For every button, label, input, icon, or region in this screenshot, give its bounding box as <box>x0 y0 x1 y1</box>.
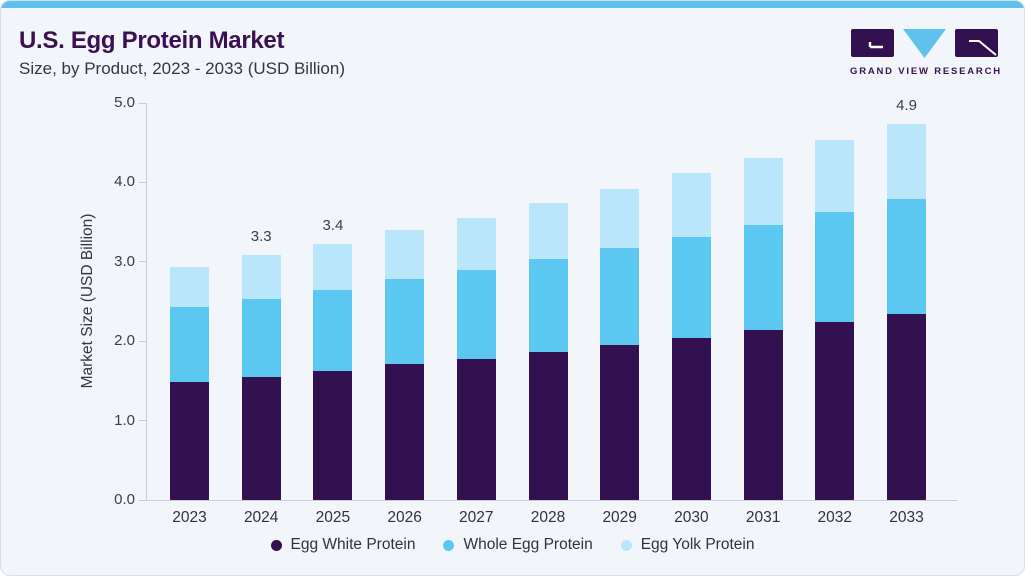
bar <box>241 255 281 500</box>
legend-item: Egg Yolk Protein <box>620 536 755 554</box>
bar <box>170 267 209 500</box>
legend-item: Egg White Protein <box>270 536 416 554</box>
page-title: U.S. Egg Protein Market <box>19 27 285 54</box>
y-tick-mark <box>139 181 147 183</box>
bar-total-label: 4.9 <box>896 97 917 114</box>
bar-segment <box>600 189 640 248</box>
bar-segment <box>241 255 281 299</box>
y-tick-label: 4.0 <box>114 173 135 191</box>
stacked-bar-chart: 0.0 1.0 2.0 3.0 4.0 5.0 2023 2024 3.3 2025 3.4 2026… <box>114 94 957 526</box>
bar-segment <box>671 338 711 500</box>
brand-name: GRAND VIEW RESEARCH <box>850 66 1002 77</box>
x-tick-label: 2023 <box>172 509 207 526</box>
gvr-logo-icon <box>851 29 998 58</box>
x-tick-label: 2029 <box>602 509 637 526</box>
legend-swatch-icon <box>620 539 632 551</box>
bar-segment <box>313 371 353 500</box>
bar-segment <box>456 218 496 270</box>
y-tick-mark <box>139 102 147 104</box>
legend-swatch-icon <box>443 539 455 551</box>
bar-segment <box>815 322 855 500</box>
bar-segment <box>385 364 425 500</box>
legend-swatch-icon <box>270 539 282 551</box>
legend-label: Egg White Protein <box>290 536 416 553</box>
bar-segment <box>887 124 926 199</box>
legend-item: Whole Egg Protein <box>443 536 593 554</box>
bar <box>456 218 496 500</box>
bar-segment <box>887 314 926 500</box>
bar-segment <box>241 299 281 377</box>
bar-total-label: 3.4 <box>322 217 344 234</box>
bar-segment <box>528 352 568 500</box>
bar-segment <box>170 267 209 307</box>
bar-segment <box>313 244 353 290</box>
bar-segment <box>815 140 855 212</box>
x-tick-label: 2027 <box>459 509 494 526</box>
x-tick-label: 2026 <box>387 509 422 526</box>
bar-segment <box>743 225 783 330</box>
bar-segment <box>600 248 640 345</box>
x-tick-label: 2032 <box>817 509 853 526</box>
bar-segment <box>241 377 281 500</box>
x-tick-label: 2024 <box>243 509 279 526</box>
bar-segment <box>385 230 425 279</box>
bar <box>671 173 711 500</box>
y-tick-label: 3.0 <box>114 252 135 270</box>
bar-segment <box>815 212 855 322</box>
page-subtitle: Size, by Product, 2023 - 2033 (USD Billi… <box>19 59 345 78</box>
y-tick-mark <box>139 499 147 501</box>
x-tick-label: 2033 <box>889 509 924 526</box>
bar-segment <box>887 199 926 314</box>
legend-label: Egg Yolk Protein <box>640 536 755 553</box>
bar-segment <box>528 259 568 352</box>
bar <box>600 189 640 500</box>
bar <box>743 158 783 500</box>
bar-total-label: 3.3 <box>250 228 272 245</box>
chart-legend: Egg White Protein Whole Egg Protein Egg Yo… <box>1 536 1024 554</box>
x-tick-label: 2028 <box>530 509 566 526</box>
bar-segment <box>671 237 711 338</box>
y-tick-mark <box>139 340 147 342</box>
y-tick-mark <box>139 420 147 422</box>
bar <box>528 203 568 500</box>
bar-segment <box>170 307 209 382</box>
bar <box>887 124 926 500</box>
grand-view-research-logo: GRAND VIEW RESEARCH <box>850 28 1000 77</box>
bar <box>815 140 855 500</box>
bar <box>313 244 353 500</box>
y-axis-title: Market Size (USD Billion) <box>79 213 96 389</box>
y-tick-label: 2.0 <box>114 332 135 350</box>
legend-label: Whole Egg Protein <box>463 536 593 553</box>
bar-segment <box>528 203 568 259</box>
bar-segment <box>743 330 783 500</box>
bar-segment <box>456 270 496 359</box>
bar-segment <box>743 158 783 225</box>
x-tick-label: 2025 <box>315 509 351 526</box>
accent-strip <box>1 1 1024 8</box>
bar-segment <box>170 382 209 500</box>
bar-segment <box>313 290 353 371</box>
y-tick-label: 5.0 <box>114 94 135 111</box>
y-tick-label: 0.0 <box>114 491 135 508</box>
bar-segment <box>600 345 640 500</box>
bar-segment <box>456 359 496 500</box>
bar <box>385 230 425 500</box>
bar-segment <box>671 173 711 237</box>
x-tick-label: 2031 <box>745 509 781 526</box>
y-tick-label: 1.0 <box>114 411 135 429</box>
y-tick-mark <box>139 261 147 263</box>
bar-segment <box>385 279 425 364</box>
x-tick-label: 2030 <box>674 509 709 526</box>
